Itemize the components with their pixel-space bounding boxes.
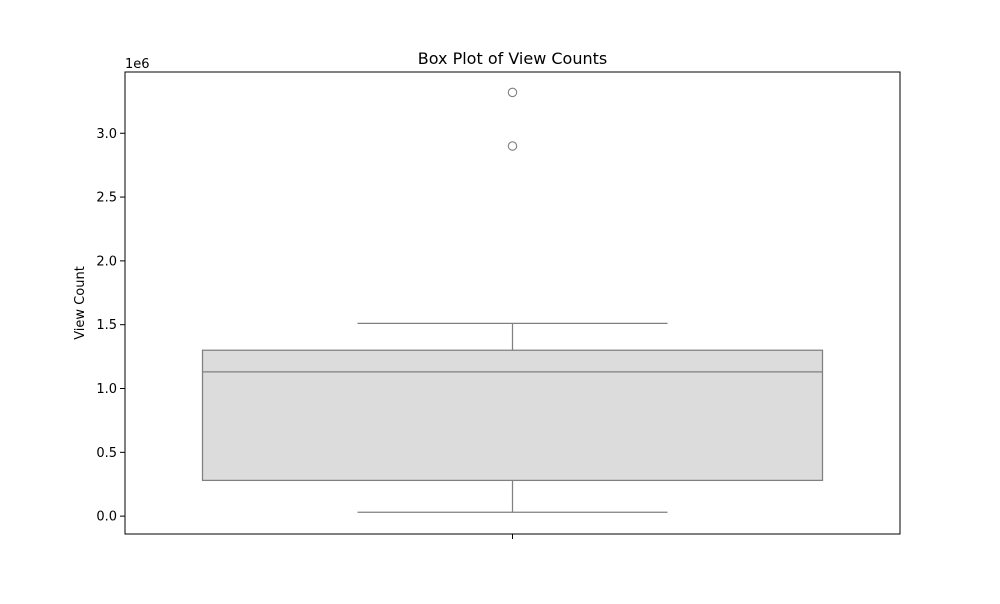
- y-tick-label: 0.0: [96, 510, 117, 525]
- y-axis-offset-label: 1e6: [125, 57, 150, 72]
- y-tick-label: 2.5: [96, 191, 117, 206]
- box-body: [201, 349, 824, 482]
- plot-area: 0.0 0.5 1.0 1.5 2.0 2.5 3.0: [96, 71, 901, 539]
- y-tick-label: 3.0: [96, 127, 117, 142]
- outlier-point: [507, 141, 518, 151]
- y-tick-label: 2.0: [96, 254, 117, 269]
- y-axis-label: View Count: [73, 266, 88, 340]
- y-tick-label: 1.0: [96, 382, 117, 397]
- y-tick-label: 1.5: [96, 318, 117, 333]
- y-tick-label: 0.5: [96, 446, 117, 461]
- chart-title: Box Plot of View Counts: [418, 49, 607, 68]
- outlier-point: [507, 87, 518, 98]
